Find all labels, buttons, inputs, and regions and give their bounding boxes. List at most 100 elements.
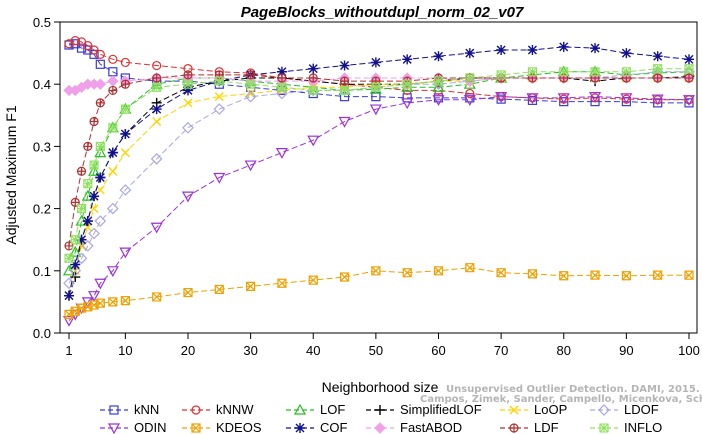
data-point — [64, 253, 74, 263]
data-point — [464, 48, 475, 59]
watermark-line-2: Campos, Zimek, Sander, Campello, Micenko… — [420, 394, 702, 405]
data-point — [402, 79, 412, 89]
data-point — [246, 70, 256, 80]
data-point — [69, 245, 82, 257]
legend-label: kNNW — [216, 402, 254, 417]
data-point — [526, 93, 539, 105]
watermark: Unsupervised Outlier Detection. DAMI, 20… — [420, 384, 702, 405]
x-tick-label: 10 — [118, 343, 132, 358]
data-point — [214, 92, 224, 102]
x-tick-label: 1 — [65, 343, 72, 358]
legend-item: COF — [286, 420, 348, 434]
data-point — [106, 266, 119, 278]
plot-frame — [59, 21, 698, 334]
legend-marker — [599, 423, 609, 433]
data-point — [276, 66, 287, 77]
data-point — [307, 135, 320, 147]
data-point — [338, 84, 351, 97]
data-point — [152, 60, 162, 71]
data-point — [95, 49, 105, 59]
data-point — [496, 94, 506, 104]
data-point — [83, 179, 93, 189]
data-point — [119, 247, 132, 259]
chart-title: PageBlocks_withoutdupl_norm_02_v07 — [241, 4, 524, 21]
data-point — [81, 240, 94, 252]
data-point — [70, 235, 80, 245]
series-line — [68, 71, 689, 284]
legend-item: LDF — [500, 420, 559, 434]
data-point — [94, 146, 107, 158]
data-point — [621, 271, 631, 281]
data-point — [213, 172, 226, 184]
data-point — [432, 95, 445, 106]
data-point — [653, 73, 663, 83]
legend-item: SimplifiedLOF — [366, 402, 482, 417]
data-point — [152, 292, 162, 302]
data-point — [62, 315, 76, 327]
data-point — [70, 272, 81, 283]
data-point — [88, 227, 100, 240]
legend-label: KDEOS — [216, 420, 262, 434]
data-point — [559, 67, 569, 77]
data-point — [95, 172, 106, 183]
data-point — [108, 85, 118, 96]
data-point — [152, 73, 162, 83]
data-point — [339, 60, 350, 71]
data-point — [307, 84, 320, 97]
watermark-line-1: Unsupervised Outlier Detection. DAMI, 20… — [446, 384, 700, 395]
data-point — [370, 81, 382, 94]
series-line — [68, 96, 690, 321]
series-COF — [64, 41, 694, 301]
data-point — [276, 87, 288, 100]
x-tick-label: 90 — [619, 343, 633, 358]
data-point — [89, 116, 99, 127]
data-point — [557, 93, 570, 105]
legend-item: KDEOS — [182, 420, 262, 434]
data-point — [94, 278, 107, 290]
x-tick-label: 40 — [306, 343, 320, 358]
legend-label: SimplifiedLOF — [400, 402, 482, 417]
data-point — [370, 57, 381, 68]
legend-label: ODIN — [134, 420, 167, 434]
plot-area — [59, 21, 698, 334]
data-point — [246, 281, 256, 291]
data-point — [339, 272, 350, 282]
data-point — [95, 141, 105, 151]
y-tick-label: 0.0 — [33, 326, 51, 341]
data-point — [275, 148, 288, 159]
legend-label: INFLO — [624, 420, 662, 434]
data-point — [107, 147, 118, 158]
legend-label: LOF — [320, 402, 345, 417]
legend-label: COF — [320, 420, 348, 434]
data-point — [653, 270, 663, 280]
data-point — [590, 270, 600, 280]
data-point — [369, 104, 382, 116]
series-KDEOS — [64, 263, 694, 319]
legend-label: FastABOD — [400, 420, 462, 434]
data-point — [684, 98, 694, 108]
x-tick-label: 80 — [557, 343, 571, 358]
data-point — [465, 263, 475, 273]
data-point — [684, 73, 694, 83]
data-point — [308, 63, 319, 74]
data-point — [527, 95, 538, 105]
legend-label: LoOP — [534, 402, 567, 417]
data-point — [338, 116, 351, 128]
legend-marker — [293, 403, 307, 415]
data-point — [496, 268, 506, 278]
data-point — [183, 70, 193, 80]
data-point — [371, 266, 381, 276]
data-point — [653, 98, 663, 108]
data-point — [277, 82, 287, 92]
data-point — [108, 54, 118, 64]
x-tick-label: 60 — [431, 343, 445, 358]
data-point — [621, 48, 632, 59]
legend-label: LDOF — [624, 402, 659, 417]
legend-marker — [107, 423, 121, 434]
data-point — [183, 79, 193, 89]
data-point — [621, 67, 631, 77]
data-point — [684, 54, 694, 65]
legend-item: ODIN — [100, 420, 167, 434]
data-point — [120, 148, 130, 158]
